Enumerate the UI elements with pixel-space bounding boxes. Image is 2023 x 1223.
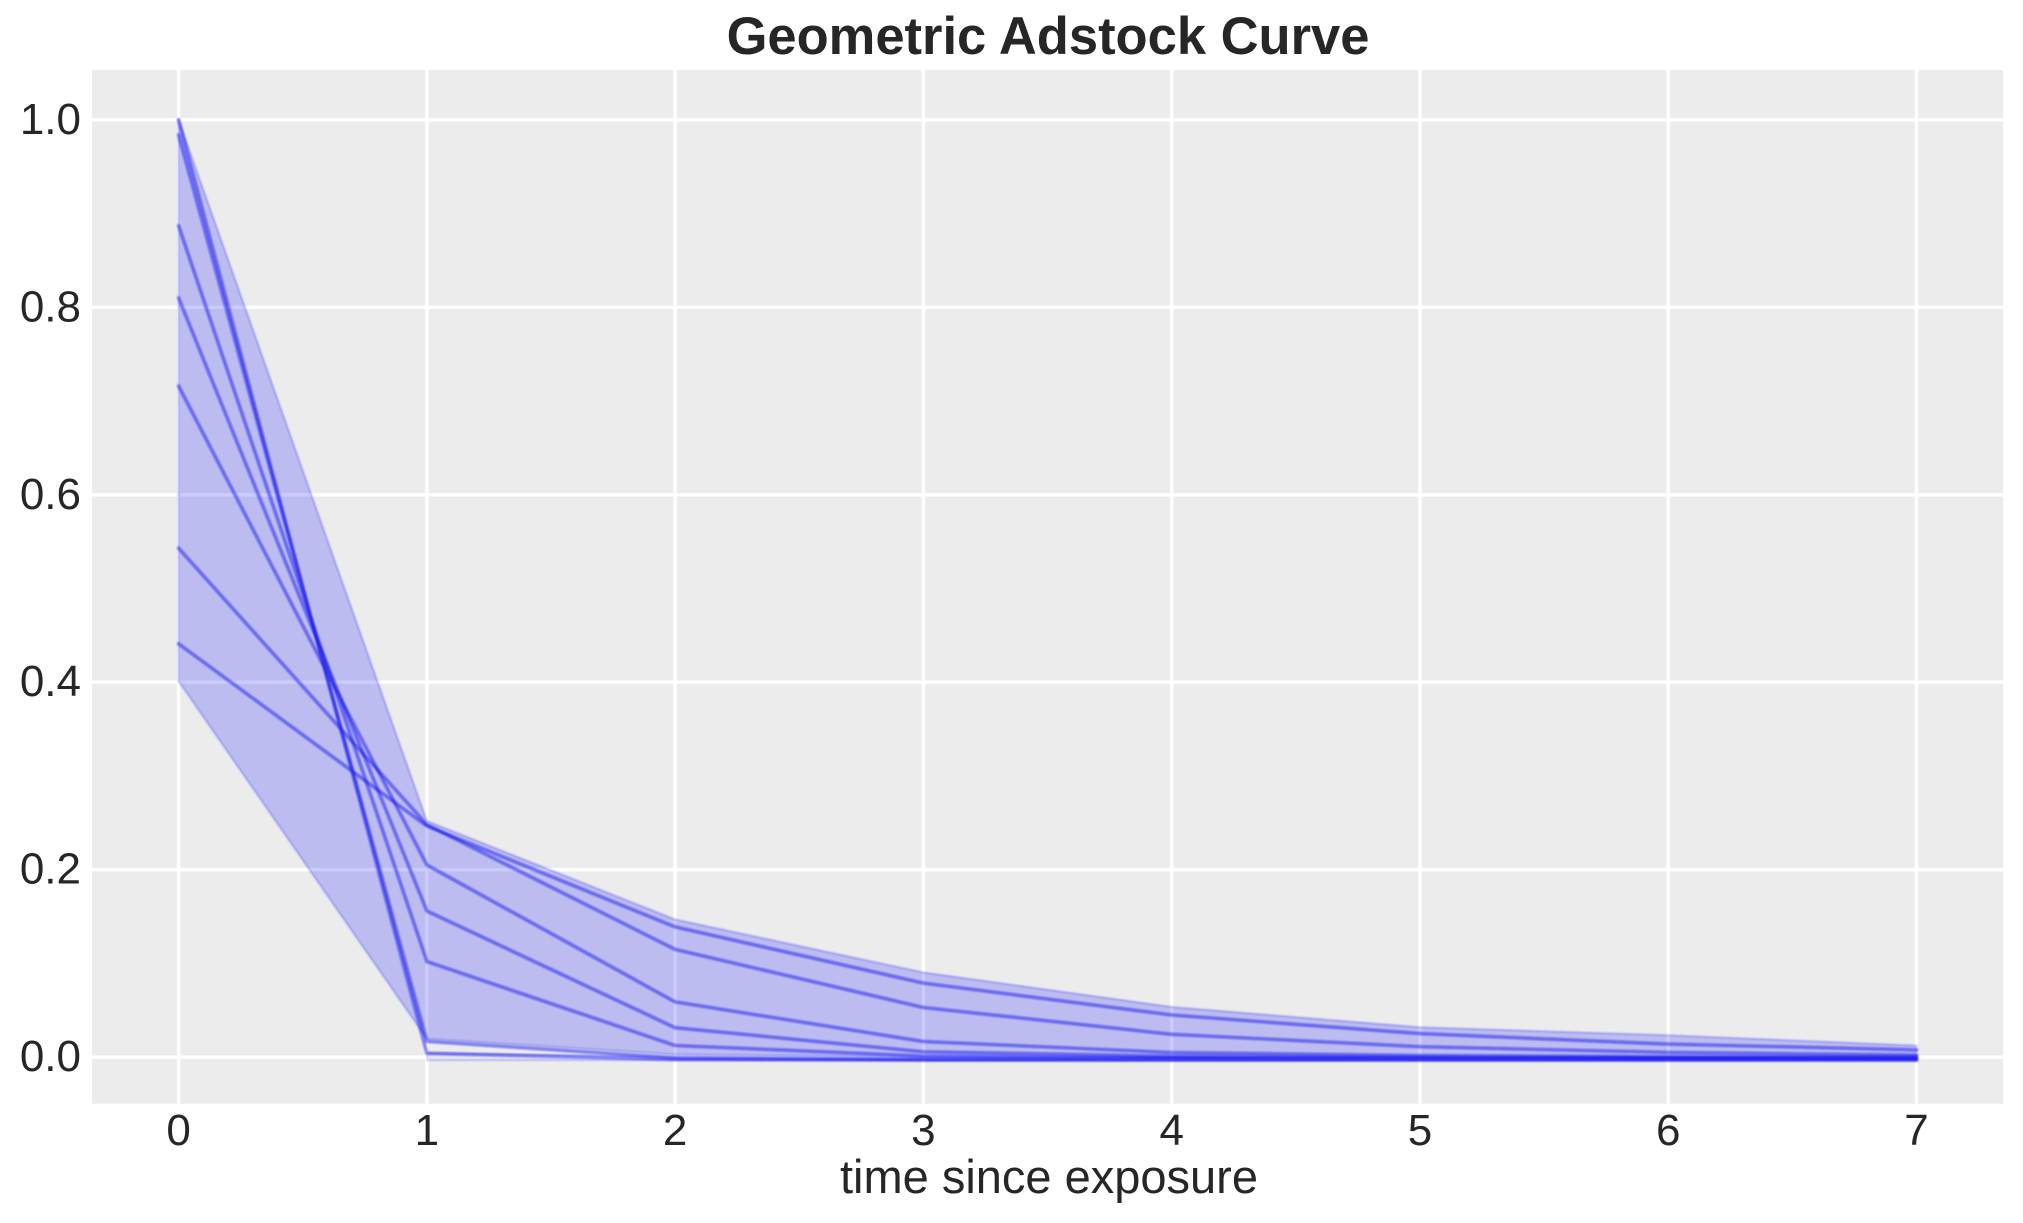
svg-text:1.0: 1.0 [20, 95, 81, 144]
svg-text:5: 5 [1408, 1106, 1432, 1155]
svg-text:0.2: 0.2 [20, 845, 81, 894]
svg-text:0.8: 0.8 [20, 282, 81, 331]
svg-text:Geometric Adstock Curve: Geometric Adstock Curve [727, 7, 1370, 66]
svg-text:0: 0 [166, 1106, 190, 1155]
svg-text:4: 4 [1159, 1106, 1183, 1155]
svg-text:6: 6 [1656, 1106, 1680, 1155]
svg-text:0.4: 0.4 [20, 657, 81, 706]
svg-text:1: 1 [415, 1106, 439, 1155]
svg-text:3: 3 [911, 1106, 935, 1155]
svg-text:0.0: 0.0 [20, 1032, 81, 1081]
svg-text:time since exposure: time since exposure [840, 1150, 1258, 1203]
svg-text:7: 7 [1904, 1106, 1928, 1155]
svg-text:0.6: 0.6 [20, 470, 81, 519]
svg-text:2: 2 [663, 1106, 687, 1155]
